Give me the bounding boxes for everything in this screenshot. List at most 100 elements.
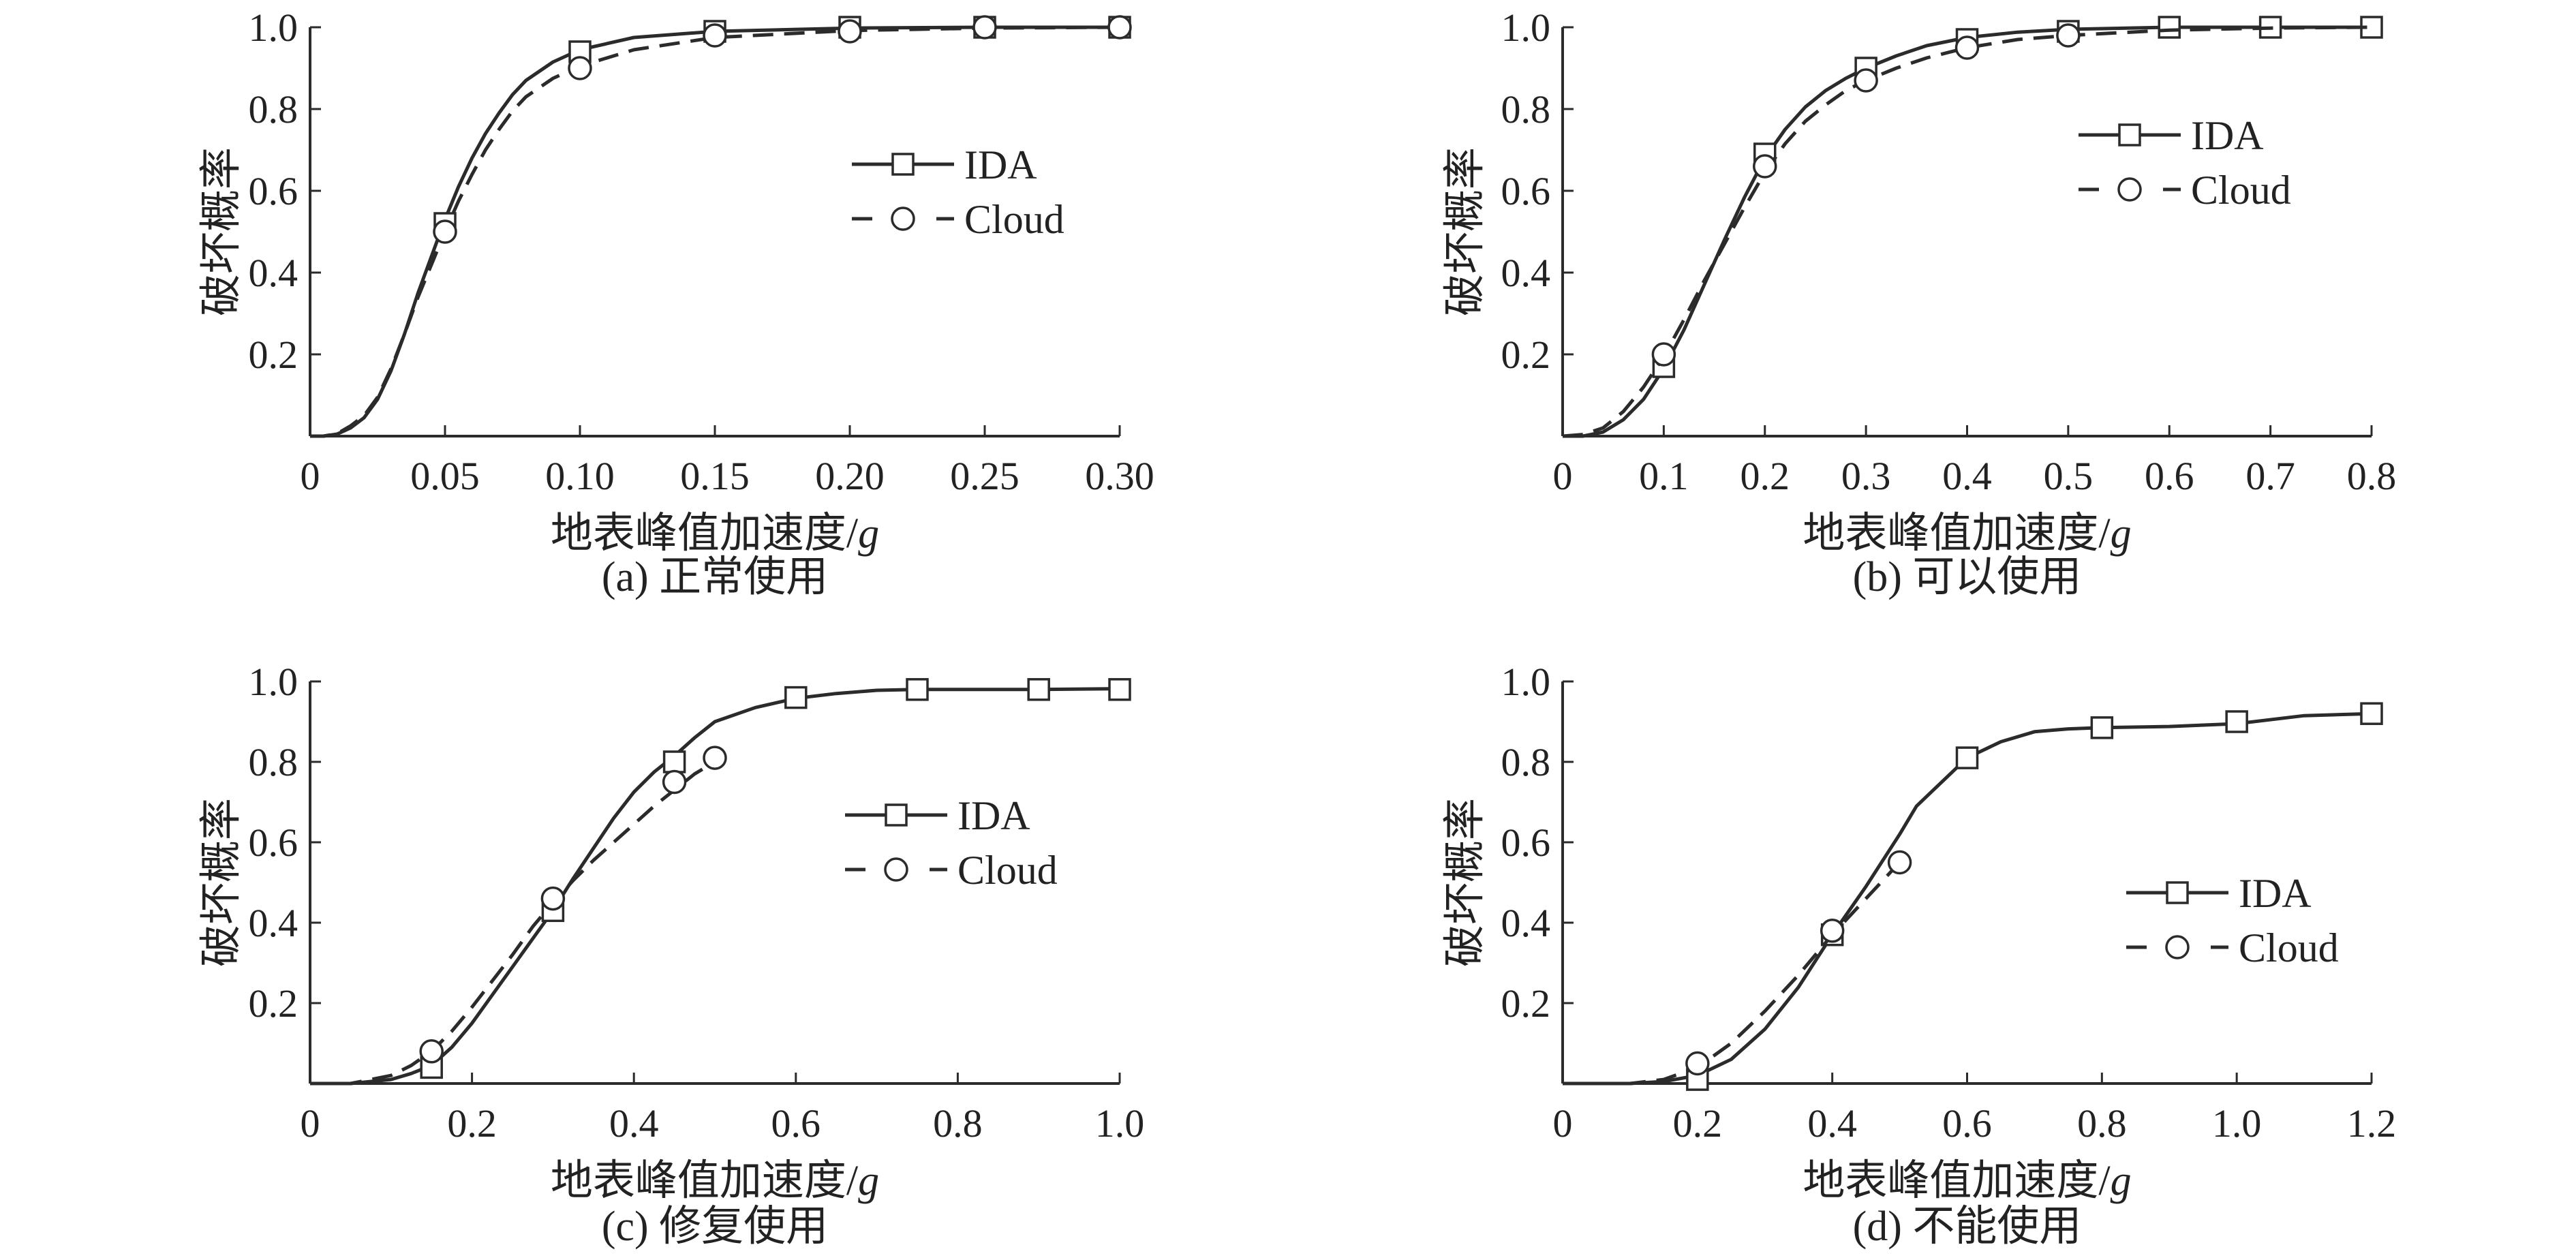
x-tick-label: 0.10 [545, 454, 615, 498]
x-tick-label: 0 [1553, 1101, 1573, 1146]
x-axis-title-text: 地表峰值加速度/ [551, 510, 859, 557]
y-tick-label: 0.4 [249, 901, 298, 945]
y-tick-label: 0.2 [249, 981, 298, 1026]
x-tick-label: 0 [301, 1101, 320, 1146]
x-tick-label: 0.7 [2245, 454, 2295, 498]
y-axis-title: 破坏概率 [198, 798, 245, 967]
chart-panel-0: 0.2 0.4 0.6 0.8 1.0 0 0.05 0.10 0.15 0.20 0.25 0.30… [198, 5, 1154, 600]
legend: IDA Cloud [2079, 113, 2291, 213]
series-line-cloud [1562, 25, 2372, 438]
legend-label-cloud: Cloud [957, 848, 1058, 893]
y-tick-label: 1.0 [1501, 5, 1551, 50]
x-tick-label: 0.20 [815, 454, 885, 498]
legend-label-cloud: Cloud [2239, 925, 2339, 970]
x-axis-title-unit: g [2111, 1158, 2132, 1204]
x-tick-label: 0.2 [1741, 454, 1790, 498]
legend-label-ida: IDA [2191, 113, 2264, 158]
x-tick-label: 1.2 [2347, 1101, 2397, 1146]
legend-label-ida: IDA [957, 793, 1030, 838]
data-point-ida [1955, 746, 1979, 769]
data-point-cloud [662, 769, 687, 795]
y-axis-title: 破坏概率 [1442, 798, 1488, 967]
data-point-ida [906, 678, 929, 701]
data-point-cloud [419, 1039, 444, 1064]
chart-panel-1: 0.2 0.4 0.6 0.8 1.0 0 0.1 0.2 0.3 0.4 0.5 0.6 0.7 0.8… [1442, 5, 2396, 600]
legend-label-ida: IDA [2239, 871, 2312, 916]
series-line-cloud [310, 760, 716, 1086]
legend: IDA Cloud [845, 793, 1058, 893]
legend-marker-cloud [884, 857, 908, 882]
legend-marker-ida [891, 153, 915, 176]
x-tick-label: 0 [1553, 454, 1573, 498]
data-point-cloud [703, 23, 727, 48]
y-tick-label: 0.4 [1501, 901, 1551, 945]
y-tick-label: 0.2 [1501, 981, 1551, 1026]
x-tick-label: 0.4 [609, 1101, 659, 1146]
y-tick-label: 0.8 [249, 87, 298, 132]
x-axis-title-unit: g [858, 1158, 879, 1204]
data-point-cloud [540, 886, 566, 911]
x-tick-label: 0.8 [933, 1101, 983, 1146]
series-line-ida [1563, 711, 2372, 1086]
panel-caption: (b) 可以使用 [1853, 554, 2082, 600]
x-tick-label: 0 [301, 454, 320, 498]
y-tick-label: 0.6 [1501, 169, 1551, 213]
y-axis-title: 破坏概率 [1442, 147, 1488, 316]
series-line-ida [1563, 25, 2372, 438]
y-tick-label: 0.8 [1501, 740, 1551, 784]
x-tick-label: 0.2 [447, 1101, 497, 1146]
x-tick-label: 0.8 [2347, 454, 2397, 498]
chart-panel-3: 0.2 0.4 0.6 0.8 1.0 0 0.2 0.4 0.6 0.8 1.0 1.2 破坏概率地表… [1442, 660, 2396, 1250]
series-line-cloud [310, 25, 1120, 438]
x-axis-title: 地表峰值加速度/g [551, 1158, 879, 1204]
y-tick-label: 0.2 [1501, 333, 1551, 377]
x-axis-title-text: 地表峰值加速度/ [551, 1158, 859, 1204]
x-tick-label: 0.5 [2044, 454, 2094, 498]
y-tick-label: 0.8 [1501, 87, 1551, 132]
x-tick-label: 0.25 [950, 454, 1019, 498]
y-tick-label: 0.4 [1501, 251, 1551, 295]
data-point-cloud [1753, 154, 1777, 179]
legend-marker-cloud [891, 206, 915, 231]
y-axis-title: 破坏概率 [198, 147, 245, 316]
x-tick-label: 0.8 [2077, 1101, 2127, 1146]
data-point-ida [662, 750, 686, 773]
x-axis-title: 地表峰值加速度/g [1803, 1158, 2131, 1204]
legend-marker-cloud [2165, 935, 2190, 959]
data-point-ida [2090, 716, 2114, 739]
legend-marker-ida [2166, 881, 2189, 904]
y-tick-label: 0.6 [249, 169, 298, 213]
data-point-cloud [1820, 919, 1845, 943]
y-tick-label: 1.0 [249, 660, 298, 704]
x-tick-label: 0.30 [1085, 454, 1154, 498]
legend: IDA Cloud [852, 142, 1064, 242]
x-tick-label: 0.05 [410, 454, 480, 498]
data-point-cloud [568, 56, 592, 80]
x-tick-label: 1.0 [2212, 1101, 2262, 1146]
y-tick-label: 0.4 [249, 251, 298, 295]
data-point-cloud [1854, 68, 1878, 93]
legend-marker-ida [2118, 123, 2141, 147]
data-point-cloud [838, 19, 862, 44]
x-axis-title: 地表峰值加速度/g [551, 510, 879, 557]
data-point-ida [1027, 678, 1050, 701]
y-tick-label: 0.6 [249, 820, 298, 865]
y-tick-label: 1.0 [1501, 660, 1551, 704]
data-point-ida [2158, 16, 2181, 39]
data-point-cloud [1887, 850, 1912, 875]
y-tick-label: 1.0 [249, 5, 298, 50]
series-line-ida [310, 25, 1120, 438]
y-tick-label: 0.6 [1501, 820, 1551, 865]
legend-label-cloud: Cloud [2191, 168, 2291, 213]
x-axis-title-text: 地表峰值加速度/ [1803, 1158, 2111, 1204]
series-line-cloud [1563, 861, 1901, 1086]
data-point-ida [784, 686, 808, 709]
x-tick-label: 0.6 [771, 1101, 821, 1146]
data-point-cloud [1685, 1051, 1710, 1076]
y-tick-label: 0.2 [249, 333, 298, 377]
data-point-cloud [1107, 15, 1132, 40]
x-tick-label: 0.4 [1942, 454, 1992, 498]
x-tick-label: 0.6 [2145, 454, 2194, 498]
data-point-ida [2360, 702, 2383, 725]
x-axis-title-unit: g [2111, 510, 2132, 557]
